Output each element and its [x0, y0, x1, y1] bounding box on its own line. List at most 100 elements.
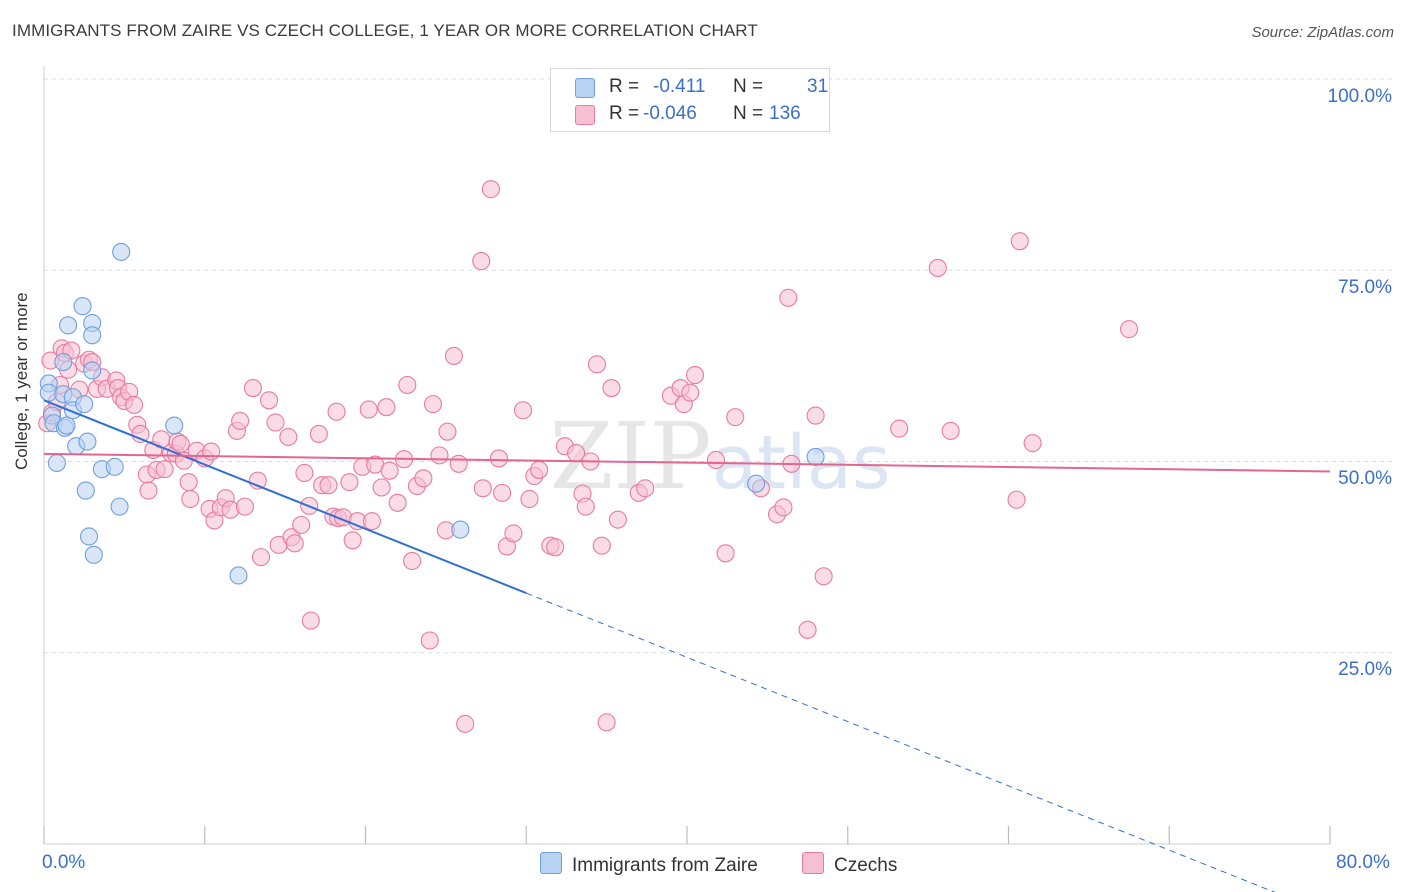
czechs-trend-line	[43, 452, 1331, 473]
zaire-point	[75, 395, 94, 414]
zaire-point	[451, 520, 470, 539]
czechs-point	[504, 524, 523, 543]
legend-r-label: R =	[609, 76, 640, 97]
czechs-point	[456, 714, 475, 733]
czechs-point	[279, 427, 298, 447]
bottom-legend-swatch-czechs	[802, 852, 824, 874]
legend-n-value: 136	[769, 103, 801, 124]
czechs-point	[377, 398, 396, 417]
czechs-point	[774, 498, 793, 517]
zaire-point	[229, 566, 248, 585]
czechs-point	[546, 538, 565, 557]
czechs-point	[181, 489, 200, 509]
x-tick-label-max: 80.0%	[1336, 852, 1390, 873]
czechs-point	[481, 180, 500, 199]
czechs-point	[124, 395, 144, 414]
czechs-point	[438, 422, 457, 441]
czechs-point	[489, 449, 508, 468]
czechs-point	[928, 258, 947, 278]
czechs-point	[530, 460, 549, 479]
czechs-point	[155, 460, 174, 479]
czechs-point	[420, 631, 439, 650]
zaire-point	[79, 527, 99, 546]
czechs-point	[139, 481, 158, 500]
czechs-point	[685, 366, 705, 385]
czechs-point	[1010, 232, 1029, 251]
czechs-point	[493, 483, 512, 502]
czechs-point	[779, 288, 798, 307]
czechs-point	[449, 454, 468, 473]
czechs-point	[1007, 490, 1026, 509]
zaire-point	[59, 316, 78, 335]
zaire-point	[47, 453, 66, 473]
czechs-point	[423, 395, 443, 414]
czechs-point	[608, 510, 627, 529]
zaire-point	[165, 416, 184, 435]
czechs-point	[602, 379, 621, 398]
czechs-point	[231, 411, 250, 431]
czechs-point	[285, 534, 304, 553]
czechs-point	[587, 355, 607, 374]
y-tick-label-100: 100.0%	[1327, 86, 1392, 107]
zaire-point	[110, 497, 129, 516]
zaire-point	[57, 416, 76, 435]
zaire-point	[84, 545, 103, 564]
czechs-point	[398, 375, 417, 395]
czechs-point	[259, 391, 279, 410]
zaire-point	[78, 432, 97, 451]
zaire-point	[112, 242, 131, 261]
czechs-point	[576, 497, 595, 516]
czechs-point	[295, 463, 314, 483]
zaire-trend-extension	[526, 592, 1276, 892]
czechs-point	[343, 531, 362, 550]
bottom-legend-label-zaire: Immigrants from Zaire	[572, 855, 758, 876]
y-axis-label: College, 1 year or more	[12, 292, 31, 470]
czechs-point	[941, 421, 960, 440]
czechs-point	[592, 536, 611, 555]
czechs-point	[301, 611, 320, 630]
correlation-legend: R = -0.411 N = 31 R = -0.046 N = 136	[550, 68, 830, 132]
y-tick-label-50: 50.0%	[1338, 468, 1392, 489]
legend-n-value: 31	[807, 76, 829, 97]
czechs-point	[520, 489, 539, 509]
czechs-point	[388, 493, 407, 512]
czechs-point	[380, 461, 399, 480]
chart-source: Source: ZipAtlas.com	[1251, 24, 1394, 41]
y-tick-label-75: 75.0%	[1338, 277, 1392, 298]
legend-r-value: -0.411	[653, 76, 706, 97]
legend-swatch-zaire	[575, 78, 595, 98]
czechs-point	[798, 620, 817, 639]
czechs-point	[266, 413, 285, 432]
zaire-point	[73, 297, 92, 316]
legend-swatch-czechs	[575, 105, 595, 125]
zaire-point	[83, 326, 102, 345]
legend-n-label: N =	[733, 103, 764, 124]
czechs-point	[171, 434, 190, 453]
zaire-point	[105, 457, 124, 476]
zaire-point	[76, 481, 95, 500]
czechs-point	[473, 479, 492, 498]
bottom-legend-czechs: Czechs	[802, 852, 897, 877]
czechs-point	[327, 402, 346, 421]
czechs-point	[444, 346, 463, 365]
czechs-point	[597, 713, 616, 732]
czechs-point	[706, 450, 725, 470]
chart-title: IMMIGRANTS FROM ZAIRE VS CZECH COLLEGE, …	[12, 21, 758, 40]
czechs-point	[319, 476, 338, 495]
czechs-point	[806, 406, 825, 425]
czechs-point	[243, 379, 263, 398]
czechs-point	[814, 567, 833, 586]
zaire-point	[747, 474, 766, 493]
bottom-legend-zaire: Immigrants from Zaire	[540, 852, 758, 877]
czechs-point	[636, 479, 655, 498]
legend-r-label: R =	[609, 103, 640, 124]
zaire-trend-line	[43, 399, 527, 595]
czechs-point	[251, 548, 271, 567]
czechs-point	[202, 442, 221, 461]
czechs-point	[414, 469, 433, 488]
zaire-point	[806, 447, 825, 466]
x-tick-label-min: 0.0%	[42, 852, 86, 873]
czechs-point	[890, 419, 909, 438]
zaire-point	[54, 352, 73, 372]
